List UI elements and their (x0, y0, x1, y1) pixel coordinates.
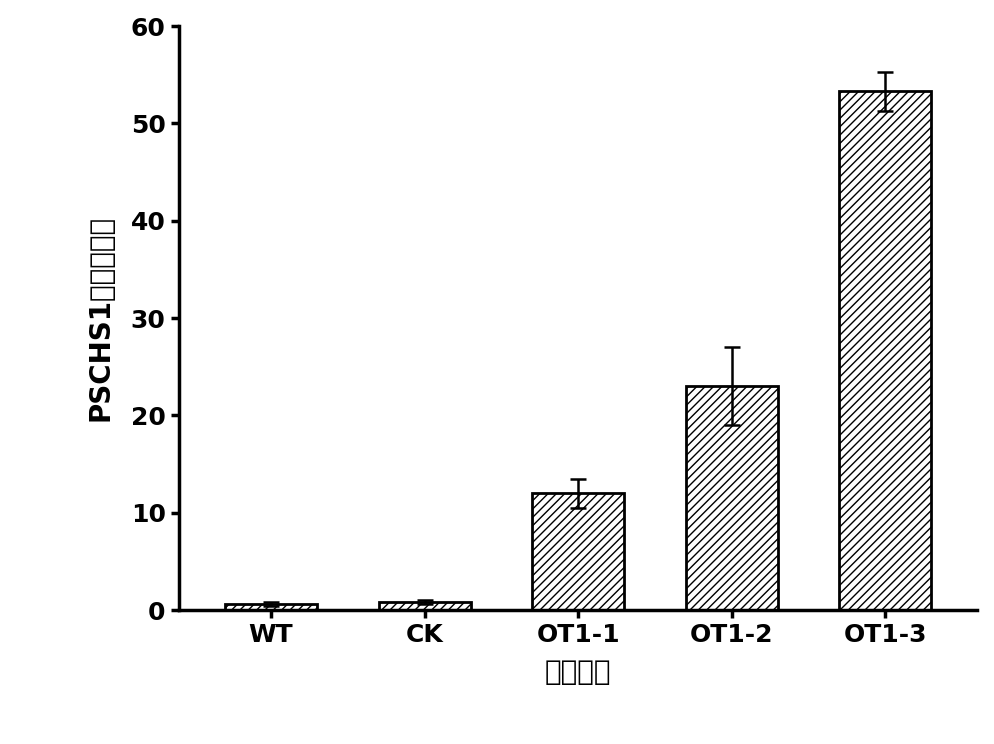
Bar (686, 386, 777, 610)
Y-axis label: PSCHS1相对表达量: PSCHS1相对表达量 (86, 215, 114, 421)
X-axis label: 菌株编号: 菌株编号 (545, 658, 611, 687)
Bar (379, 603, 470, 610)
Bar (839, 92, 931, 610)
Bar (532, 493, 624, 610)
Bar (225, 604, 317, 610)
